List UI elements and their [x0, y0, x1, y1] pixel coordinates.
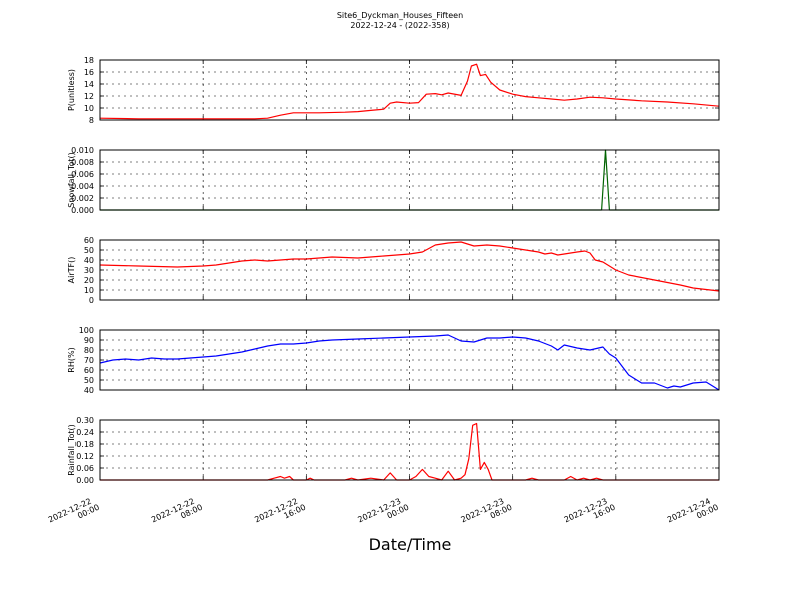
y-tick-label: 0.002	[71, 194, 94, 203]
y-tick-label: 100	[79, 326, 94, 335]
y-tick-label: 16	[84, 68, 94, 77]
chart-subtitle: 2022-12-24 - (2022-358)	[350, 21, 450, 30]
y-tick-label: 0.00	[76, 476, 94, 485]
plot-frame	[99, 239, 720, 301]
y-axis-label: RH(%)	[67, 347, 76, 372]
x-axis-title: Date/Time	[368, 535, 452, 554]
y-tick-label: 40	[84, 386, 94, 395]
y-tick-label: 0.000	[71, 206, 94, 215]
y-tick-label: 0.006	[71, 170, 94, 179]
y-tick-label: 0.010	[71, 146, 94, 155]
y-axis-label: AirTF()	[67, 257, 76, 284]
y-tick-label: 10	[84, 104, 94, 113]
y-tick-label: 30	[84, 266, 94, 275]
plot-frame	[99, 59, 720, 121]
y-tick-label: 80	[84, 346, 94, 355]
y-tick-label: 0.06	[76, 464, 94, 473]
series-line	[99, 63, 720, 120]
y-tick-label: 0	[89, 296, 94, 305]
y-tick-label: 0.18	[76, 440, 94, 449]
y-tick-label: 20	[84, 276, 94, 285]
y-tick-label: 0.12	[76, 452, 94, 461]
y-tick-label: 50	[84, 246, 94, 255]
y-axis-label: Rainfall_Tot()	[67, 424, 76, 476]
y-tick-label: 0.24	[76, 428, 94, 437]
y-tick-label: 50	[84, 376, 94, 385]
series-line	[99, 334, 720, 391]
y-tick-label: 18	[84, 56, 94, 65]
y-tick-label: 0.004	[71, 182, 94, 191]
y-tick-label: 90	[84, 336, 94, 345]
y-tick-label: 8	[89, 116, 94, 125]
series-line	[99, 241, 720, 292]
y-tick-label: 0.008	[71, 158, 94, 167]
y-tick-label: 40	[84, 256, 94, 265]
y-tick-label: 12	[84, 92, 94, 101]
chart-title: Site6_Dyckman_Houses_Fifteen	[336, 11, 464, 20]
y-tick-label: 60	[84, 236, 94, 245]
plot-frame	[99, 329, 720, 391]
y-tick-label: 70	[84, 356, 94, 365]
y-tick-label: 60	[84, 366, 94, 375]
plot-frame	[99, 419, 720, 481]
y-tick-label: 0.30	[76, 416, 94, 425]
y-tick-label: 14	[84, 80, 94, 89]
y-tick-label: 10	[84, 286, 94, 295]
y-axis-label: Snowfall_Tot()	[67, 152, 76, 208]
plot-frame	[99, 149, 720, 211]
y-axis-label: P(unitless)	[67, 69, 76, 111]
